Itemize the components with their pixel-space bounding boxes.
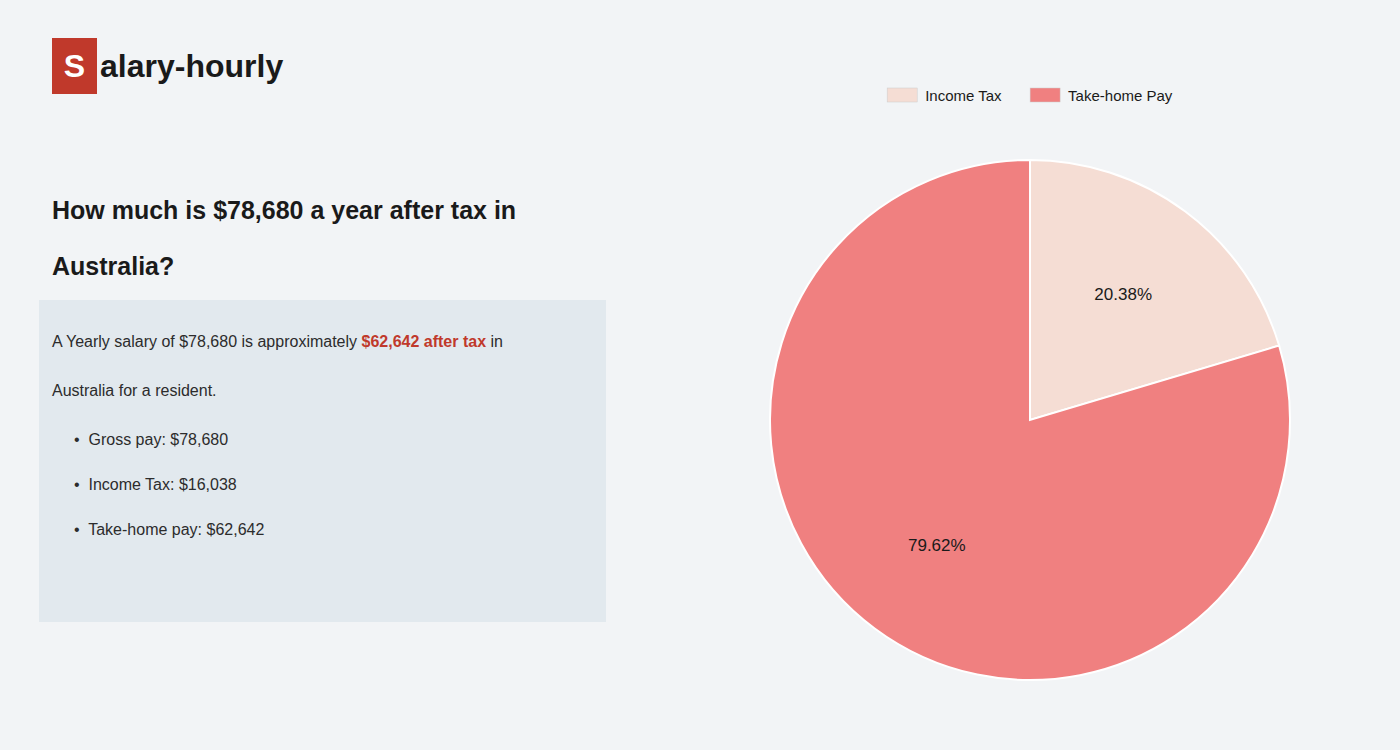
legend: Income Tax Take-home Pay: [887, 87, 1173, 104]
legend-swatch: [1030, 88, 1060, 102]
legend-label: Income Tax: [925, 87, 1002, 104]
info-box: [39, 300, 606, 622]
data-labels: 20.38% 79.62%: [908, 285, 1152, 554]
legend-item: Take-home Pay: [1030, 87, 1173, 104]
legend-label: Take-home Pay: [1068, 87, 1173, 104]
body-text: A Yearly salary of $78,680 is approximat…: [52, 333, 362, 350]
pie: [770, 160, 1290, 680]
chart-root: Salary-hourly How much is $78,680 a year …: [0, 0, 1400, 750]
logo-text: alary-hourly: [100, 48, 283, 84]
background: [0, 0, 1400, 750]
body-highlight: $62,642 after tax: [362, 333, 487, 350]
logo-letter: S: [64, 48, 85, 84]
logo-box: [52, 38, 97, 94]
data-label: 79.62%: [908, 536, 966, 555]
title: Australia?: [52, 252, 174, 280]
bullet: • Gross pay: $78,680: [74, 431, 228, 448]
legend-swatch: [887, 88, 917, 102]
text-panel: Salary-hourly How much is $78,680 a year …: [39, 38, 606, 622]
bullet: • Income Tax: $16,038: [74, 476, 237, 493]
data-label: 20.38%: [1094, 285, 1152, 304]
body-text: in: [486, 333, 503, 350]
pie-slice: [770, 160, 1290, 680]
body-line: A Yearly salary of $78,680 is approximat…: [52, 333, 503, 350]
title: How much is $78,680 a year after tax in: [52, 196, 516, 224]
bullet: • Take-home pay: $62,642: [74, 521, 264, 538]
body-line: Australia for a resident.: [52, 382, 217, 399]
legend-item: Income Tax: [887, 87, 1002, 104]
